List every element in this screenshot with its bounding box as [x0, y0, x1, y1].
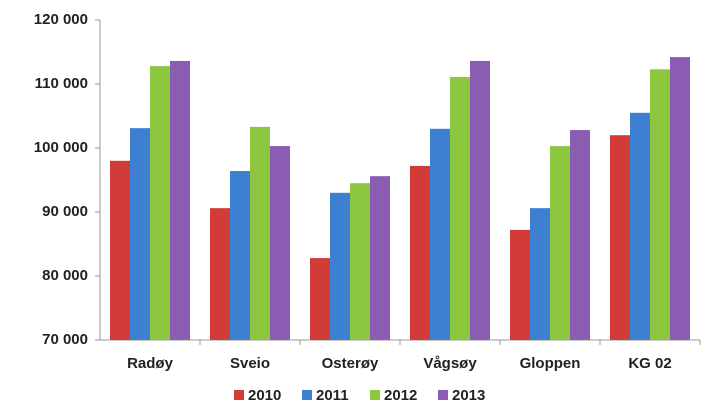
bar: [170, 60, 190, 341]
bar: [370, 176, 390, 340]
bar: [310, 258, 330, 340]
bar: [350, 183, 370, 340]
bar: [630, 112, 650, 340]
y-tick-label: 90 000: [42, 203, 88, 220]
bar: [530, 208, 550, 340]
y-tick-label: 110 000: [35, 75, 88, 92]
x-tick-label: Sveio: [230, 355, 270, 372]
legend-swatch: [438, 390, 448, 400]
legend-swatch: [370, 390, 380, 400]
x-tick-label: Gloppen: [520, 355, 581, 372]
x-tick-label: Vågsøy: [423, 355, 477, 372]
legend-label: 2013: [452, 387, 485, 404]
legend-label: 2010: [248, 387, 281, 404]
x-tick-label: KG 02: [628, 355, 671, 372]
bar: [570, 130, 590, 340]
bar: [670, 57, 690, 341]
bar: [330, 192, 350, 340]
bar: [470, 60, 490, 341]
bar: [450, 76, 470, 341]
bar: [550, 146, 570, 340]
bar: [410, 165, 430, 340]
bar: [230, 171, 250, 340]
x-tick-label: Radøy: [127, 355, 174, 372]
x-tick-label: Osterøy: [322, 355, 379, 372]
bar: [610, 135, 630, 340]
y-tick-label: 70 000: [42, 331, 88, 348]
bar: [210, 208, 230, 340]
y-tick-label: 80 000: [42, 267, 88, 284]
bar: [110, 160, 130, 340]
legend-swatch: [234, 390, 244, 400]
bar: [150, 66, 170, 340]
legend-swatch: [302, 390, 312, 400]
legend-label: 2011: [316, 387, 349, 404]
bar: [270, 146, 290, 340]
bar: [430, 128, 450, 340]
bar: [250, 126, 270, 340]
bar: [510, 229, 530, 340]
y-tick-label: 120 000: [34, 11, 88, 28]
bar: [650, 69, 670, 340]
bar: [130, 128, 150, 340]
legend-label: 2012: [384, 387, 417, 404]
y-tick-label: 100 000: [34, 139, 88, 156]
